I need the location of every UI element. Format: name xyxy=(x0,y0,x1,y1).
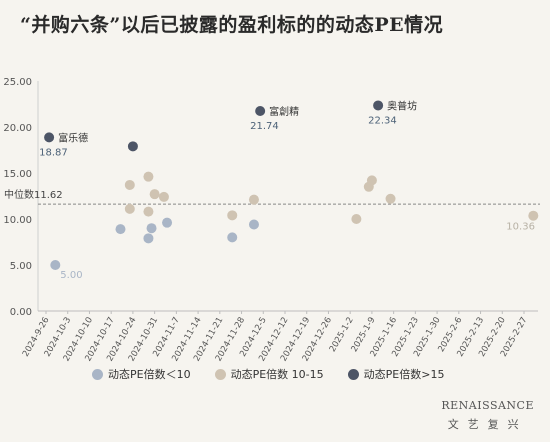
data-point-mid xyxy=(124,179,135,190)
data-point-low xyxy=(115,224,126,235)
point-value-label: 21.74 xyxy=(250,121,279,132)
data-point-high xyxy=(127,141,138,152)
data-point-mid xyxy=(385,193,396,204)
y-tick-label: 20.00 xyxy=(3,123,32,134)
legend-dot-low xyxy=(92,368,103,380)
point-value-label: 22.34 xyxy=(368,115,397,126)
data-point-mid xyxy=(124,203,135,214)
point-value-label: 5.00 xyxy=(60,270,82,281)
data-point-mid xyxy=(248,194,259,205)
brand-chinese: 文艺复兴 xyxy=(447,418,528,431)
legend-label-low: 动态PE倍数＜10 xyxy=(108,368,191,381)
legend-item-mid: 动态PE倍数 10-15 xyxy=(214,366,324,382)
brand-logo: RENAISSANCE 文艺复兴 xyxy=(441,399,534,432)
y-tick-label: 0.00 xyxy=(10,307,32,318)
legend-dot-high xyxy=(347,368,359,380)
legend-item-low: 动态PE倍数＜10 xyxy=(92,366,191,382)
data-point-mid xyxy=(351,214,362,224)
data-point-mid xyxy=(158,191,169,202)
legend-label-mid: 动态PE倍数 10-15 xyxy=(230,368,324,381)
y-tick-label: 10.00 xyxy=(3,215,32,226)
legend-label-high: 动态PE倍数>15 xyxy=(363,368,445,381)
data-point-low xyxy=(143,233,154,244)
point-name-label: 富乐德 xyxy=(58,131,88,144)
data-point-low xyxy=(162,217,173,228)
point-value-label: 18.87 xyxy=(39,147,68,158)
data-point-mid xyxy=(143,206,154,217)
data-point-mid xyxy=(366,175,377,186)
data-point-mid xyxy=(143,171,154,182)
y-tick-label: 15.00 xyxy=(3,169,32,180)
data-point-mid xyxy=(227,210,238,221)
data-point-low xyxy=(50,260,61,270)
data-point-high xyxy=(255,105,266,116)
data-point-low xyxy=(248,219,259,230)
legend-dot-mid xyxy=(214,368,226,380)
point-name-label: 奥普坊 xyxy=(387,99,417,112)
data-point-low xyxy=(227,232,238,243)
legend: 动态PE倍数＜10 动态PE倍数 10-15 动态PE倍数>15 xyxy=(92,366,444,382)
data-point-high xyxy=(44,132,55,143)
median-label: 中位数11.62 xyxy=(4,188,63,201)
data-point-mid xyxy=(149,189,160,200)
data-point-low xyxy=(146,223,157,234)
point-name-label: 富創精 xyxy=(269,105,299,118)
data-point-high xyxy=(373,100,384,111)
brand-english: RENAISSANCE xyxy=(441,399,534,412)
point-value-label: 10.36 xyxy=(506,222,535,233)
data-point-mid xyxy=(528,210,539,221)
y-tick-label: 25.00 xyxy=(3,77,32,88)
legend-item-high: 动态PE倍数>15 xyxy=(347,366,445,382)
chart-title: “并购六条”以后已披露的盈利标的的动态PE情况 xyxy=(20,14,444,36)
y-tick-label: 5.00 xyxy=(10,261,32,272)
